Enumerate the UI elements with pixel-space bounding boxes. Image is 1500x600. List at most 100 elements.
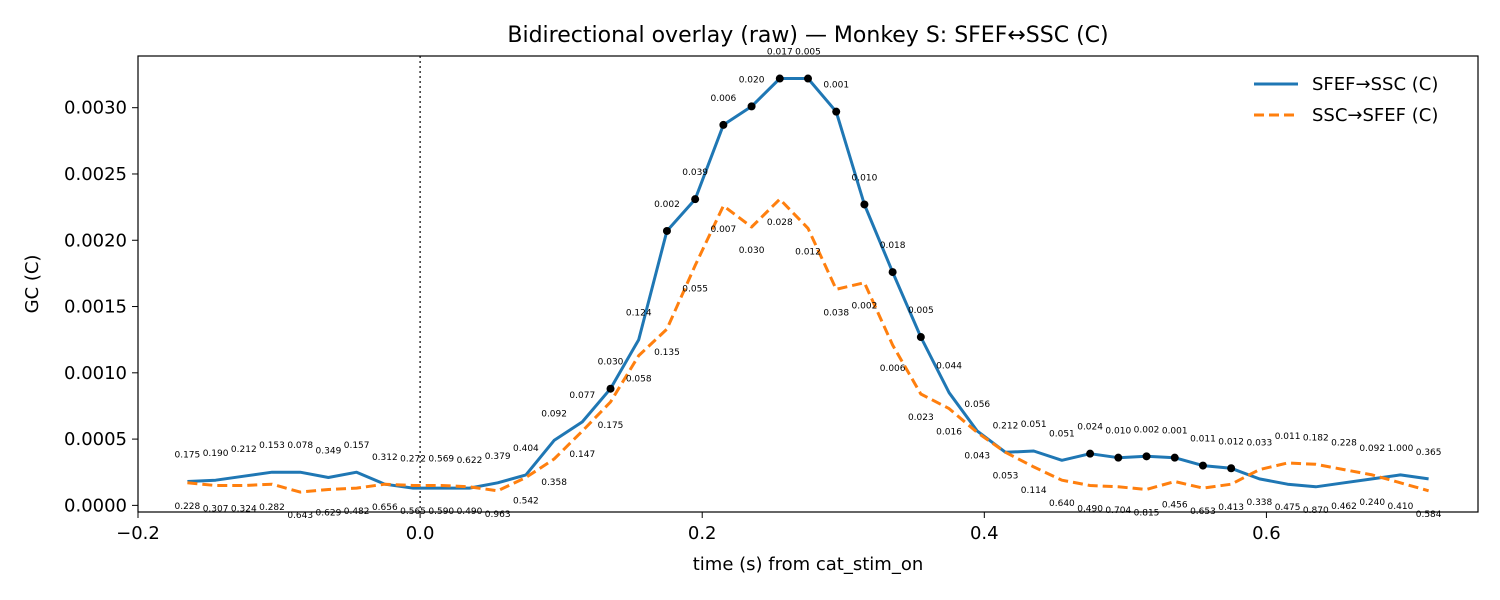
- significance-marker: [775, 74, 784, 83]
- pvalue-label: 0.272: [400, 454, 426, 464]
- pvalue-label: 0.016: [936, 428, 962, 438]
- pvalue-label: 0.482: [344, 507, 370, 517]
- pvalue-label: 0.379: [485, 452, 511, 462]
- pvalue-label: 0.002: [852, 302, 878, 312]
- series-line-ssc-to-sfef: [187, 197, 1430, 494]
- pvalue-label: 0.312: [372, 453, 398, 463]
- significance-marker: [662, 226, 671, 235]
- pvalue-label: 1.000: [1388, 444, 1414, 454]
- pvalue-label: 0.565: [400, 507, 426, 517]
- pvalue-label: 0.077: [569, 391, 595, 401]
- pvalue-label: 0.456: [1162, 501, 1188, 511]
- pvalue-label: 0.044: [936, 362, 962, 372]
- pvalue-label: 0.058: [626, 375, 652, 385]
- pvalue-label: 0.282: [259, 503, 285, 513]
- significance-marker: [860, 200, 869, 209]
- pvalue-label: 0.011: [1275, 432, 1301, 442]
- pvalue-label: 0.182: [1303, 433, 1329, 443]
- pvalue-label: 0.005: [795, 48, 821, 58]
- pvalue-label: 0.212: [231, 445, 257, 455]
- pvalue-label: 0.413: [1218, 503, 1244, 513]
- pvalue-label: 0.643: [287, 511, 313, 521]
- pvalue-label: 0.092: [541, 409, 567, 419]
- pvalue-label: 0.147: [569, 450, 595, 460]
- pvalue-label: 0.017: [767, 48, 793, 58]
- pvalue-label: 0.051: [1021, 420, 1047, 430]
- pvalue-label: 0.007: [710, 225, 736, 235]
- pvalue-label: 0.629: [316, 508, 342, 518]
- pvalue-label: 0.175: [598, 421, 624, 431]
- significance-marker: [1114, 453, 1123, 462]
- x-tick-label: 0.6: [1252, 523, 1281, 544]
- pvalue-label: 0.030: [598, 358, 624, 368]
- pvalue-label: 0.653: [1190, 507, 1216, 517]
- pvalue-label: 0.001: [823, 81, 849, 91]
- x-tick-label: 0.4: [970, 523, 999, 544]
- pvalue-label: 0.157: [344, 441, 370, 451]
- significance-marker: [804, 74, 812, 83]
- significance-marker: [916, 333, 925, 342]
- pvalue-label: 0.010: [852, 173, 878, 183]
- pvalue-label: 0.963: [485, 510, 511, 520]
- pvalue-label: 0.228: [174, 502, 200, 512]
- pvalue-label: 0.033: [1246, 439, 1272, 449]
- legend-label: SFEF→SSC (C): [1312, 74, 1438, 95]
- pvalue-label: 0.175: [174, 451, 200, 461]
- pvalue-label: 0.365: [1416, 448, 1442, 458]
- significance-marker: [606, 384, 615, 393]
- y-tick-label: 0.0010: [64, 363, 127, 384]
- pvalue-label: 0.002: [654, 200, 680, 210]
- pvalue-label: 0.640: [1049, 499, 1075, 509]
- pvalue-label: 0.622: [457, 456, 483, 466]
- y-tick-label: 0.0030: [64, 98, 127, 119]
- pvalue-label: 0.002: [1134, 425, 1160, 435]
- pvalue-label: 0.475: [1275, 503, 1301, 513]
- pvalue-label: 0.055: [682, 284, 708, 294]
- pvalue-label: 0.324: [231, 504, 257, 514]
- pvalue-label: 0.240: [1359, 498, 1385, 508]
- pvalue-label: 0.038: [823, 308, 849, 318]
- pvalue-label: 0.338: [1246, 498, 1272, 508]
- significance-marker: [832, 107, 841, 116]
- significance-marker: [888, 268, 897, 277]
- x-tick-label: −0.2: [116, 523, 160, 544]
- x-axis-label: time (s) from cat_stim_on: [693, 554, 924, 575]
- pvalue-label: 0.024: [1077, 423, 1103, 433]
- pvalue-label: 0.056: [964, 400, 990, 410]
- pvalue-label: 0.114: [1021, 486, 1047, 496]
- legend: SFEF→SSC (C) SSC→SFEF (C): [1254, 74, 1438, 126]
- pvalue-label: 0.012: [795, 247, 821, 257]
- pvalue-label: 0.358: [541, 478, 567, 488]
- pvalue-label: 0.001: [1162, 427, 1188, 437]
- pvalue-label: 0.039: [682, 168, 708, 178]
- significance-marker: [719, 120, 728, 129]
- y-tick-label: 0.0015: [64, 297, 127, 318]
- pvalue-label: 0.053: [993, 471, 1019, 481]
- y-tick-label: 0.0000: [64, 495, 127, 516]
- y-axis-label: GC (C): [22, 255, 43, 314]
- pvalue-label: 0.815: [1134, 508, 1160, 518]
- pvalue-label: 0.307: [203, 504, 229, 514]
- pvalue-label: 0.490: [1077, 504, 1103, 514]
- pvalue-label: 0.010: [1105, 427, 1131, 437]
- x-tick-label: 0.2: [688, 523, 717, 544]
- legend-label: SSC→SFEF (C): [1312, 105, 1438, 126]
- pvalue-label: 0.078: [287, 441, 313, 451]
- pvalue-label: 0.011: [1190, 435, 1216, 445]
- y-tick-label: 0.0005: [64, 429, 127, 450]
- pvalue-label: 0.870: [1303, 506, 1329, 516]
- pvalue-label: 0.005: [908, 306, 934, 316]
- pvalue-label: 0.043: [964, 451, 990, 461]
- pvalue-label: 0.656: [372, 503, 398, 513]
- pvalue-label: 0.051: [1049, 429, 1075, 439]
- significance-marker: [1170, 453, 1179, 462]
- pvalue-label: 0.462: [1331, 502, 1357, 512]
- pvalue-label: 0.190: [203, 449, 229, 459]
- pvalue-label: 0.490: [457, 507, 483, 517]
- significance-marker: [1086, 449, 1095, 458]
- pvalue-label: 0.590: [428, 507, 454, 517]
- significance-marker: [747, 102, 756, 111]
- pvalue-label: 0.092: [1359, 444, 1385, 454]
- pvalue-label: 0.023: [908, 413, 934, 423]
